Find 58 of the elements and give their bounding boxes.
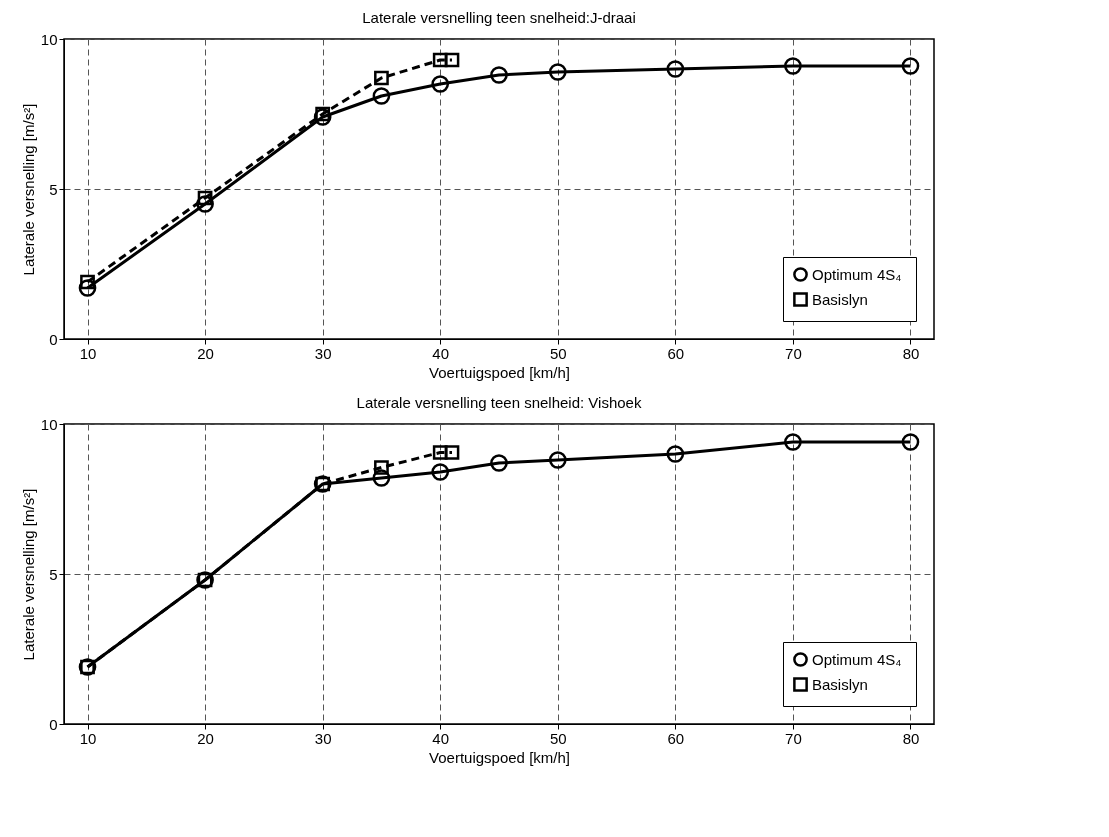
point	[313, 108, 332, 126]
x-tick-label: 60	[667, 729, 685, 747]
y-tick-label: 0	[49, 715, 58, 733]
y-tick-label: 5	[49, 180, 58, 198]
y-axis-title: Laterale versnelling [m/s²]	[19, 103, 37, 276]
point	[374, 70, 389, 86]
point	[490, 66, 508, 84]
x-axis-title: Voertuigspoed [km/h]	[429, 748, 570, 766]
point	[666, 445, 685, 463]
x-tick-label: 10	[79, 729, 97, 747]
x-tick-label: 10	[79, 344, 97, 362]
point	[78, 279, 97, 297]
y-axis-title: Laterale versnelling [m/s²]	[19, 488, 37, 661]
point	[548, 451, 567, 469]
x-tick-label: 30	[314, 344, 332, 362]
legend-label: Basislyn	[812, 675, 868, 693]
x-tick-label: 30	[314, 729, 332, 747]
legend-label: Basislyn	[812, 290, 868, 308]
point	[196, 195, 214, 213]
x-tick-label: 40	[432, 344, 450, 362]
x-tick-label: 70	[785, 344, 802, 362]
x-tick-label: 80	[902, 344, 920, 362]
point	[197, 190, 213, 206]
point	[901, 433, 920, 451]
y-tick-label: 10	[40, 415, 58, 433]
x-axis-title: Voertuigspoed [km/h]	[429, 363, 570, 381]
point	[444, 52, 460, 68]
legend-label: Optimum 4S₄	[812, 265, 902, 283]
point	[315, 106, 331, 122]
point	[80, 274, 95, 290]
point	[374, 460, 389, 475]
x-tick-label: 20	[197, 729, 214, 747]
x-tick-label: 40	[432, 729, 450, 747]
x-tick-label: 80	[902, 729, 920, 747]
point	[666, 60, 685, 78]
x-tick-label: 50	[549, 729, 567, 747]
point	[784, 433, 802, 451]
point	[490, 454, 508, 472]
point	[901, 57, 920, 75]
point	[372, 469, 391, 487]
y-tick-label: 10	[40, 30, 58, 48]
point	[444, 445, 460, 460]
x-tick-label: 50	[549, 344, 567, 362]
point	[548, 63, 567, 81]
x-tick-label: 70	[785, 729, 802, 747]
point	[431, 75, 450, 93]
chart-title: Laterale versnelling teen snelheid:J-draai	[362, 9, 636, 26]
point	[432, 52, 448, 68]
chart-title: Laterale versnelling teen snelheid: Vishoek	[356, 394, 642, 411]
point	[372, 87, 391, 105]
y-tick-label: 5	[49, 565, 58, 583]
legend-label: Optimum 4S₄	[812, 650, 902, 668]
point	[784, 57, 802, 75]
x-tick-label: 20	[197, 344, 214, 362]
point	[432, 445, 448, 460]
y-tick-label: 0	[49, 330, 58, 348]
point	[431, 463, 450, 481]
x-tick-label: 60	[667, 344, 685, 362]
